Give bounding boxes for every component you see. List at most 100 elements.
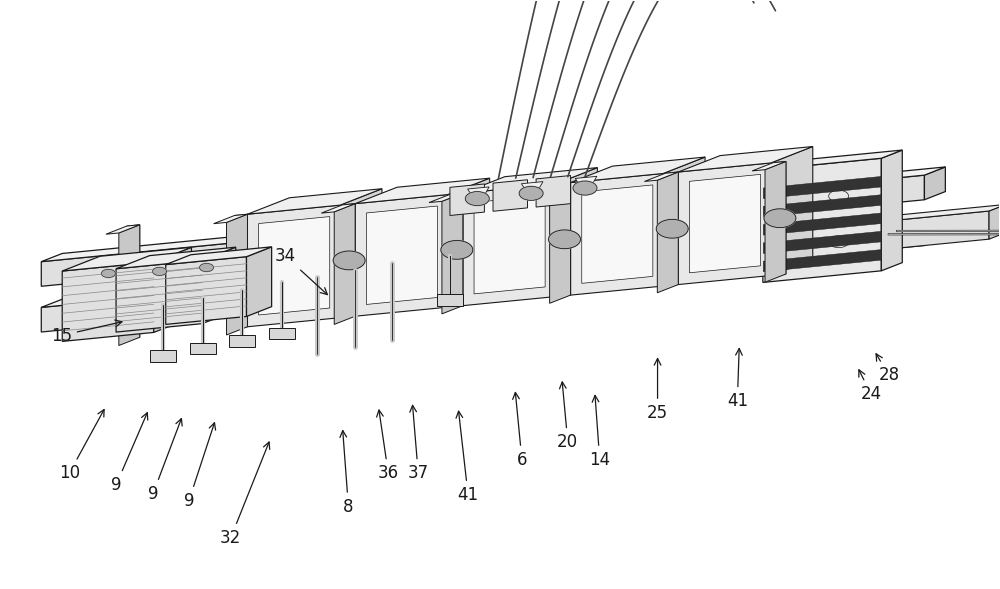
Polygon shape bbox=[555, 168, 597, 297]
Polygon shape bbox=[166, 257, 247, 325]
Polygon shape bbox=[582, 185, 653, 283]
Text: 37: 37 bbox=[408, 405, 429, 482]
Circle shape bbox=[153, 267, 167, 276]
Text: 34: 34 bbox=[275, 247, 327, 294]
FancyBboxPatch shape bbox=[190, 343, 216, 355]
Circle shape bbox=[829, 236, 849, 247]
Circle shape bbox=[226, 249, 246, 261]
Polygon shape bbox=[763, 250, 882, 272]
Polygon shape bbox=[442, 193, 463, 314]
Polygon shape bbox=[763, 195, 882, 217]
Polygon shape bbox=[342, 204, 355, 317]
Polygon shape bbox=[537, 183, 571, 192]
Polygon shape bbox=[881, 211, 989, 250]
Circle shape bbox=[118, 306, 138, 317]
Polygon shape bbox=[166, 247, 272, 264]
Polygon shape bbox=[644, 172, 678, 181]
Polygon shape bbox=[763, 213, 882, 235]
Circle shape bbox=[226, 295, 246, 307]
Text: 9: 9 bbox=[111, 413, 148, 494]
Circle shape bbox=[118, 260, 138, 272]
Circle shape bbox=[549, 230, 580, 249]
Polygon shape bbox=[657, 172, 678, 293]
Polygon shape bbox=[355, 194, 448, 316]
Circle shape bbox=[829, 190, 849, 202]
FancyBboxPatch shape bbox=[437, 294, 463, 306]
Circle shape bbox=[656, 207, 676, 219]
Circle shape bbox=[764, 242, 784, 254]
Polygon shape bbox=[62, 262, 154, 342]
Polygon shape bbox=[663, 157, 705, 286]
Text: 41: 41 bbox=[456, 411, 479, 504]
Polygon shape bbox=[521, 181, 543, 200]
Polygon shape bbox=[763, 158, 881, 282]
Polygon shape bbox=[202, 247, 236, 323]
Polygon shape bbox=[924, 213, 945, 246]
Polygon shape bbox=[154, 247, 191, 332]
Polygon shape bbox=[355, 178, 490, 204]
Polygon shape bbox=[247, 247, 272, 316]
Polygon shape bbox=[247, 188, 382, 214]
Polygon shape bbox=[62, 247, 191, 271]
Polygon shape bbox=[575, 176, 597, 195]
Polygon shape bbox=[689, 174, 761, 273]
Text: 24: 24 bbox=[859, 370, 882, 403]
Polygon shape bbox=[429, 193, 463, 203]
Circle shape bbox=[764, 209, 796, 227]
Polygon shape bbox=[881, 150, 902, 271]
Polygon shape bbox=[924, 167, 945, 200]
Polygon shape bbox=[235, 214, 247, 328]
Text: 14: 14 bbox=[589, 395, 610, 469]
Text: 41: 41 bbox=[727, 349, 748, 410]
Circle shape bbox=[441, 228, 461, 240]
FancyBboxPatch shape bbox=[229, 335, 255, 347]
Circle shape bbox=[764, 197, 784, 209]
Polygon shape bbox=[763, 150, 902, 170]
Polygon shape bbox=[227, 214, 247, 335]
Polygon shape bbox=[366, 206, 437, 305]
Circle shape bbox=[549, 263, 569, 275]
Polygon shape bbox=[448, 178, 490, 307]
Circle shape bbox=[656, 219, 688, 238]
Polygon shape bbox=[493, 180, 527, 211]
Circle shape bbox=[465, 191, 489, 206]
Circle shape bbox=[225, 262, 257, 280]
Polygon shape bbox=[119, 225, 140, 346]
Text: 36: 36 bbox=[377, 410, 399, 482]
Polygon shape bbox=[550, 183, 571, 303]
Polygon shape bbox=[127, 225, 140, 339]
Text: 15: 15 bbox=[51, 320, 122, 345]
Circle shape bbox=[333, 251, 365, 270]
Polygon shape bbox=[41, 213, 945, 307]
Text: 9: 9 bbox=[184, 423, 216, 510]
Polygon shape bbox=[763, 231, 882, 253]
Polygon shape bbox=[558, 183, 571, 296]
Polygon shape bbox=[678, 147, 813, 172]
Polygon shape bbox=[334, 204, 355, 325]
Polygon shape bbox=[763, 176, 882, 198]
Polygon shape bbox=[259, 217, 330, 315]
Text: 20: 20 bbox=[557, 382, 578, 451]
Text: 9: 9 bbox=[148, 419, 182, 503]
Circle shape bbox=[549, 218, 569, 229]
Polygon shape bbox=[41, 221, 924, 332]
Polygon shape bbox=[771, 147, 813, 276]
Circle shape bbox=[118, 272, 150, 291]
FancyBboxPatch shape bbox=[150, 350, 176, 362]
Polygon shape bbox=[881, 204, 1000, 221]
Circle shape bbox=[519, 186, 543, 200]
Polygon shape bbox=[214, 214, 247, 224]
Polygon shape bbox=[41, 167, 945, 262]
Text: 32: 32 bbox=[220, 442, 270, 547]
Polygon shape bbox=[106, 225, 140, 234]
Circle shape bbox=[441, 274, 461, 286]
Polygon shape bbox=[773, 161, 786, 275]
Polygon shape bbox=[450, 184, 484, 216]
Circle shape bbox=[333, 239, 353, 250]
Circle shape bbox=[200, 263, 214, 272]
Polygon shape bbox=[116, 260, 202, 332]
Polygon shape bbox=[463, 184, 555, 306]
Circle shape bbox=[333, 284, 353, 296]
Polygon shape bbox=[678, 163, 771, 284]
Circle shape bbox=[101, 269, 115, 277]
